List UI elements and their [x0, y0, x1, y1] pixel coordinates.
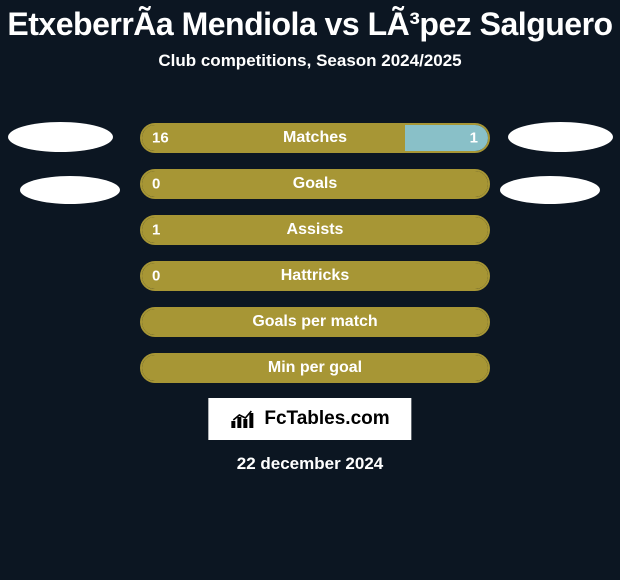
brand-text: FcTables.com	[264, 408, 389, 430]
stat-bar-track: Assists1	[140, 215, 490, 245]
player-avatar	[500, 176, 600, 204]
stat-bar-track: Goals0	[140, 169, 490, 199]
stat-label: Matches	[142, 129, 488, 147]
stat-row: Assists1	[0, 207, 620, 253]
stat-bar-track: Min per goal	[140, 353, 490, 383]
comparison-card: EtxeberrÃ­a Mendiola vs LÃ³pez Salguero …	[0, 0, 620, 580]
stat-label: Goals	[142, 175, 488, 193]
player-avatar	[20, 176, 120, 204]
date-text: 22 december 2024	[0, 454, 620, 474]
stat-value-left: 16	[152, 130, 169, 147]
page-title: EtxeberrÃ­a Mendiola vs LÃ³pez Salguero	[0, 0, 620, 43]
stat-value-left: 0	[152, 176, 160, 193]
stat-bar-track: Hattricks0	[140, 261, 490, 291]
brand-chart-icon	[230, 410, 258, 428]
player-avatar	[8, 122, 113, 152]
stat-row: Hattricks0	[0, 253, 620, 299]
stat-rows: Matches161Goals0Assists1Hattricks0Goals …	[0, 115, 620, 391]
stat-label: Min per goal	[142, 359, 488, 377]
stat-row: Min per goal	[0, 345, 620, 391]
subtitle: Club competitions, Season 2024/2025	[0, 51, 620, 71]
stat-bar-track: Goals per match	[140, 307, 490, 337]
stat-row: Goals per match	[0, 299, 620, 345]
stat-value-left: 0	[152, 268, 160, 285]
stat-value-left: 1	[152, 222, 160, 239]
stat-value-right: 1	[470, 130, 478, 147]
stat-label: Goals per match	[142, 313, 488, 331]
brand-badge: FcTables.com	[208, 398, 411, 440]
player-avatar	[508, 122, 613, 152]
stat-bar-track: Matches16 1	[140, 123, 490, 153]
stat-label: Assists	[142, 221, 488, 239]
stat-label: Hattricks	[142, 267, 488, 285]
